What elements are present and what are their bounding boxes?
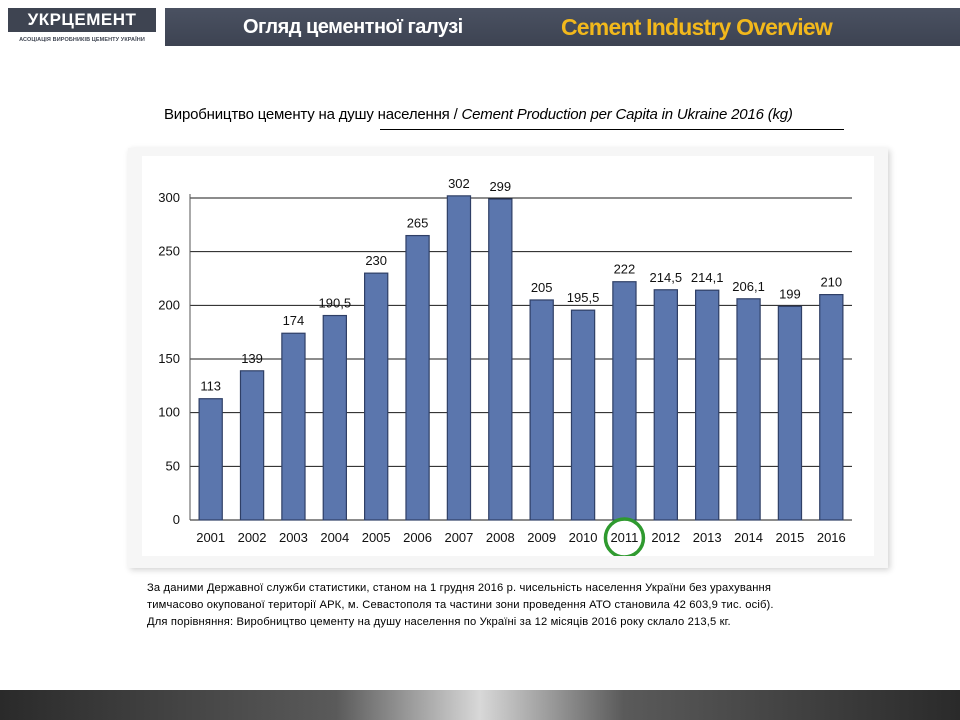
bar [322,314,347,521]
x-tick-label: 2016 [817,530,846,545]
x-tick-label: 2003 [279,530,308,545]
data-label: 113 [200,379,221,394]
x-tick-label: 2007 [444,530,473,545]
data-label: 199 [779,286,801,301]
x-tick-label: 2012 [651,530,680,545]
x-tick-label: 2006 [403,530,432,545]
chart-title-ua: Виробництво цементу на душу населення / [164,106,458,123]
page-title-ua: Огляд цементної галузі [243,16,463,38]
y-tick-label: 300 [158,190,180,205]
chart-title: Виробництво цементу на душу населення / … [148,103,848,127]
bar [198,398,223,521]
x-tick-label: 2013 [693,530,722,545]
bar [819,294,844,521]
x-tick-label: 2004 [320,530,349,545]
data-label: 302 [448,176,470,191]
highlight-circle [603,517,646,556]
x-tick-label: 2009 [527,530,556,545]
header-bar: Огляд цементної галузі Cement Industry O… [165,8,960,46]
bar [281,332,306,521]
note-line-3: Для порівняння: Виробництво цементу на д… [147,616,731,628]
data-label: 210 [820,275,842,290]
data-label: 214,5 [650,270,683,285]
note-line-2: тимчасово окупованої території АРК, м. С… [147,599,774,611]
source-note: За даними Державної служби статистики, с… [147,580,907,631]
bar [653,289,678,521]
chart-title-en: Cement Production per Capita in Ukraine … [457,106,793,123]
bar [405,234,430,521]
page-title-en: Cement Industry Overview [561,14,833,40]
x-tick-label: 2008 [486,530,515,545]
data-label: 222 [614,262,636,277]
bar [736,298,761,521]
x-tick-label: 2011 [610,530,638,545]
chart-title-underline [380,129,844,130]
bar-chart: 0 50 100 150 200 250 300 113 2001 139 2002 174 2003 1… [158,176,852,556]
bar [446,195,472,521]
bar [570,309,596,521]
y-tick-label: 200 [158,297,180,312]
chart-panel: 0 50 100 150 200 250 300 113 2001 139 2002 174 2003 1… [142,156,874,556]
y-tick-label: 0 [173,512,180,527]
bar [777,305,803,521]
x-tick-label: 2005 [362,530,391,545]
data-label: 174 [283,313,305,328]
y-tick-label: 100 [158,405,180,420]
data-label: 190,5 [319,296,352,311]
bar [612,281,637,521]
note-line-1: За даними Державної служби статистики, с… [147,582,772,594]
data-label: 299 [489,179,511,194]
logo-name: УКРЦЕМЕНТ [8,8,156,32]
y-tick-label: 250 [158,244,180,259]
data-label: 230 [365,253,387,268]
data-label: 214,1 [691,270,724,285]
bar [364,272,389,521]
footer-bar [0,690,960,720]
data-label: 206,1 [732,279,765,294]
y-tick-label: 150 [158,351,180,366]
bar [488,198,513,521]
x-tick-label: 2002 [238,530,267,545]
x-tick-label: 2010 [569,530,598,545]
bar [239,370,265,521]
bar [695,289,720,521]
x-tick-label: 2001 [196,530,225,545]
data-label: 265 [407,216,429,231]
data-label: 139 [241,351,263,366]
chart-frame: 0 50 100 150 200 250 300 113 2001 139 2002 174 2003 1… [128,148,888,568]
logo: УКРЦЕМЕНТ АСОЦІАЦІЯ ВИРОБНИКІВ ЦЕМЕНТУ У… [8,8,156,48]
x-tick-label: 2014 [734,530,763,545]
x-tick-label: 2015 [775,530,804,545]
logo-subtitle: АСОЦІАЦІЯ ВИРОБНИКІВ ЦЕМЕНТУ УКРАЇНИ [19,37,145,43]
y-tick-label: 50 [166,458,180,473]
data-label: 205 [531,280,553,295]
data-label: 195,5 [567,290,600,305]
bar [529,299,554,521]
